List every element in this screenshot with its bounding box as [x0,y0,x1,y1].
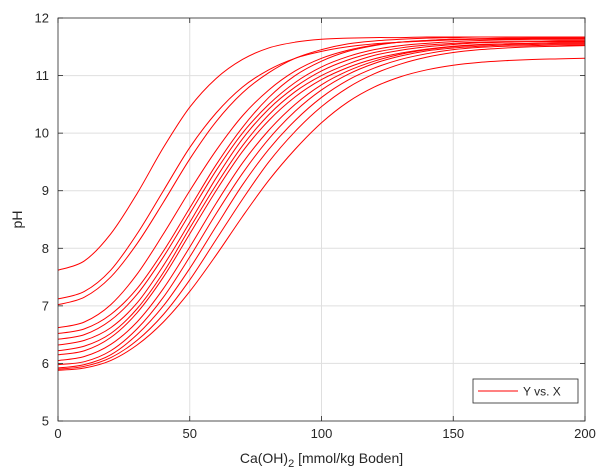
legend-label: Y vs. X [523,385,561,399]
series-line-7 [57,40,586,346]
series-lines [57,36,586,371]
series-line-5 [57,37,585,334]
series-line-8 [57,41,585,352]
x-axis-label-subscript: 2 [288,458,294,470]
y-tick-label: 11 [36,68,50,83]
legend: Y vs. X [472,378,579,404]
y-tick-label: 6 [42,356,49,371]
x-axis-label-unit: [mmol/kg Boden] [294,450,403,466]
series-line-11 [57,43,586,366]
series-line-13 [57,45,586,370]
y-tick-label: 10 [35,126,49,141]
y-tick-label: 5 [42,414,49,429]
y-axis-label: pH [9,211,25,229]
y-tick-label: 12 [35,11,49,26]
series-line-3 [57,36,585,306]
grid-lines [58,18,585,421]
x-tick-label: 0 [54,426,61,441]
y-tick-label: 8 [42,241,49,256]
series-line-6 [57,39,585,340]
x-tick-label: 50 [183,426,197,441]
x-tick-label: 200 [574,426,596,441]
x-tick-label: 150 [442,426,464,441]
series-line-10 [57,42,586,362]
y-tick-label: 9 [42,183,49,198]
x-axis-label-main: Ca(OH) [240,450,288,466]
axis-ticks: 0 50 100 150 200 5 6 7 8 9 10 11 12 [35,11,596,442]
series-line-14 [57,57,586,371]
x-tick-label: 100 [311,426,333,441]
x-axis-label: Ca(OH)2 [mmol/kg Boden] [240,450,403,470]
y-tick-label: 7 [42,298,49,313]
series-line-12 [57,44,586,369]
series-line-2 [57,38,585,300]
